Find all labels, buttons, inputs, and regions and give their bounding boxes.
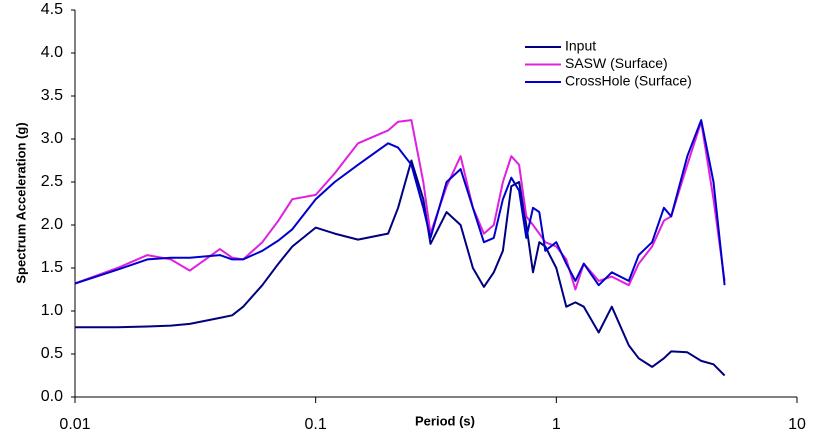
y-tick-label: 4.5 <box>41 1 63 18</box>
legend-label: SASW (Surface) <box>565 55 668 71</box>
series-line <box>74 119 726 287</box>
y-axis-label: Spectrum Acceleration (g) <box>13 122 28 283</box>
x-tick-label: 10 <box>788 416 806 433</box>
x-axis-label: Period (s) <box>415 413 475 428</box>
x-tick-label: 1 <box>552 416 561 433</box>
x-tick-label: 0.01 <box>59 416 90 433</box>
y-tick-label: 2.0 <box>41 216 63 233</box>
y-tick-label: 3.5 <box>41 87 63 104</box>
legend-label: CrossHole (Surface) <box>565 73 692 89</box>
y-tick-label: 1.0 <box>41 302 63 319</box>
series-line <box>75 159 726 377</box>
y-tick-label: 4.0 <box>41 44 63 61</box>
x-tick-label: 0.1 <box>305 416 327 433</box>
y-tick-label: 0.5 <box>41 345 63 362</box>
y-tick-label: 2.5 <box>41 173 63 190</box>
series-line <box>74 119 726 291</box>
y-tick-label: 3.0 <box>41 130 63 147</box>
y-tick-label: 0.0 <box>41 388 63 405</box>
y-tick-label: 1.5 <box>41 259 63 276</box>
legend-label: Input <box>565 38 596 54</box>
